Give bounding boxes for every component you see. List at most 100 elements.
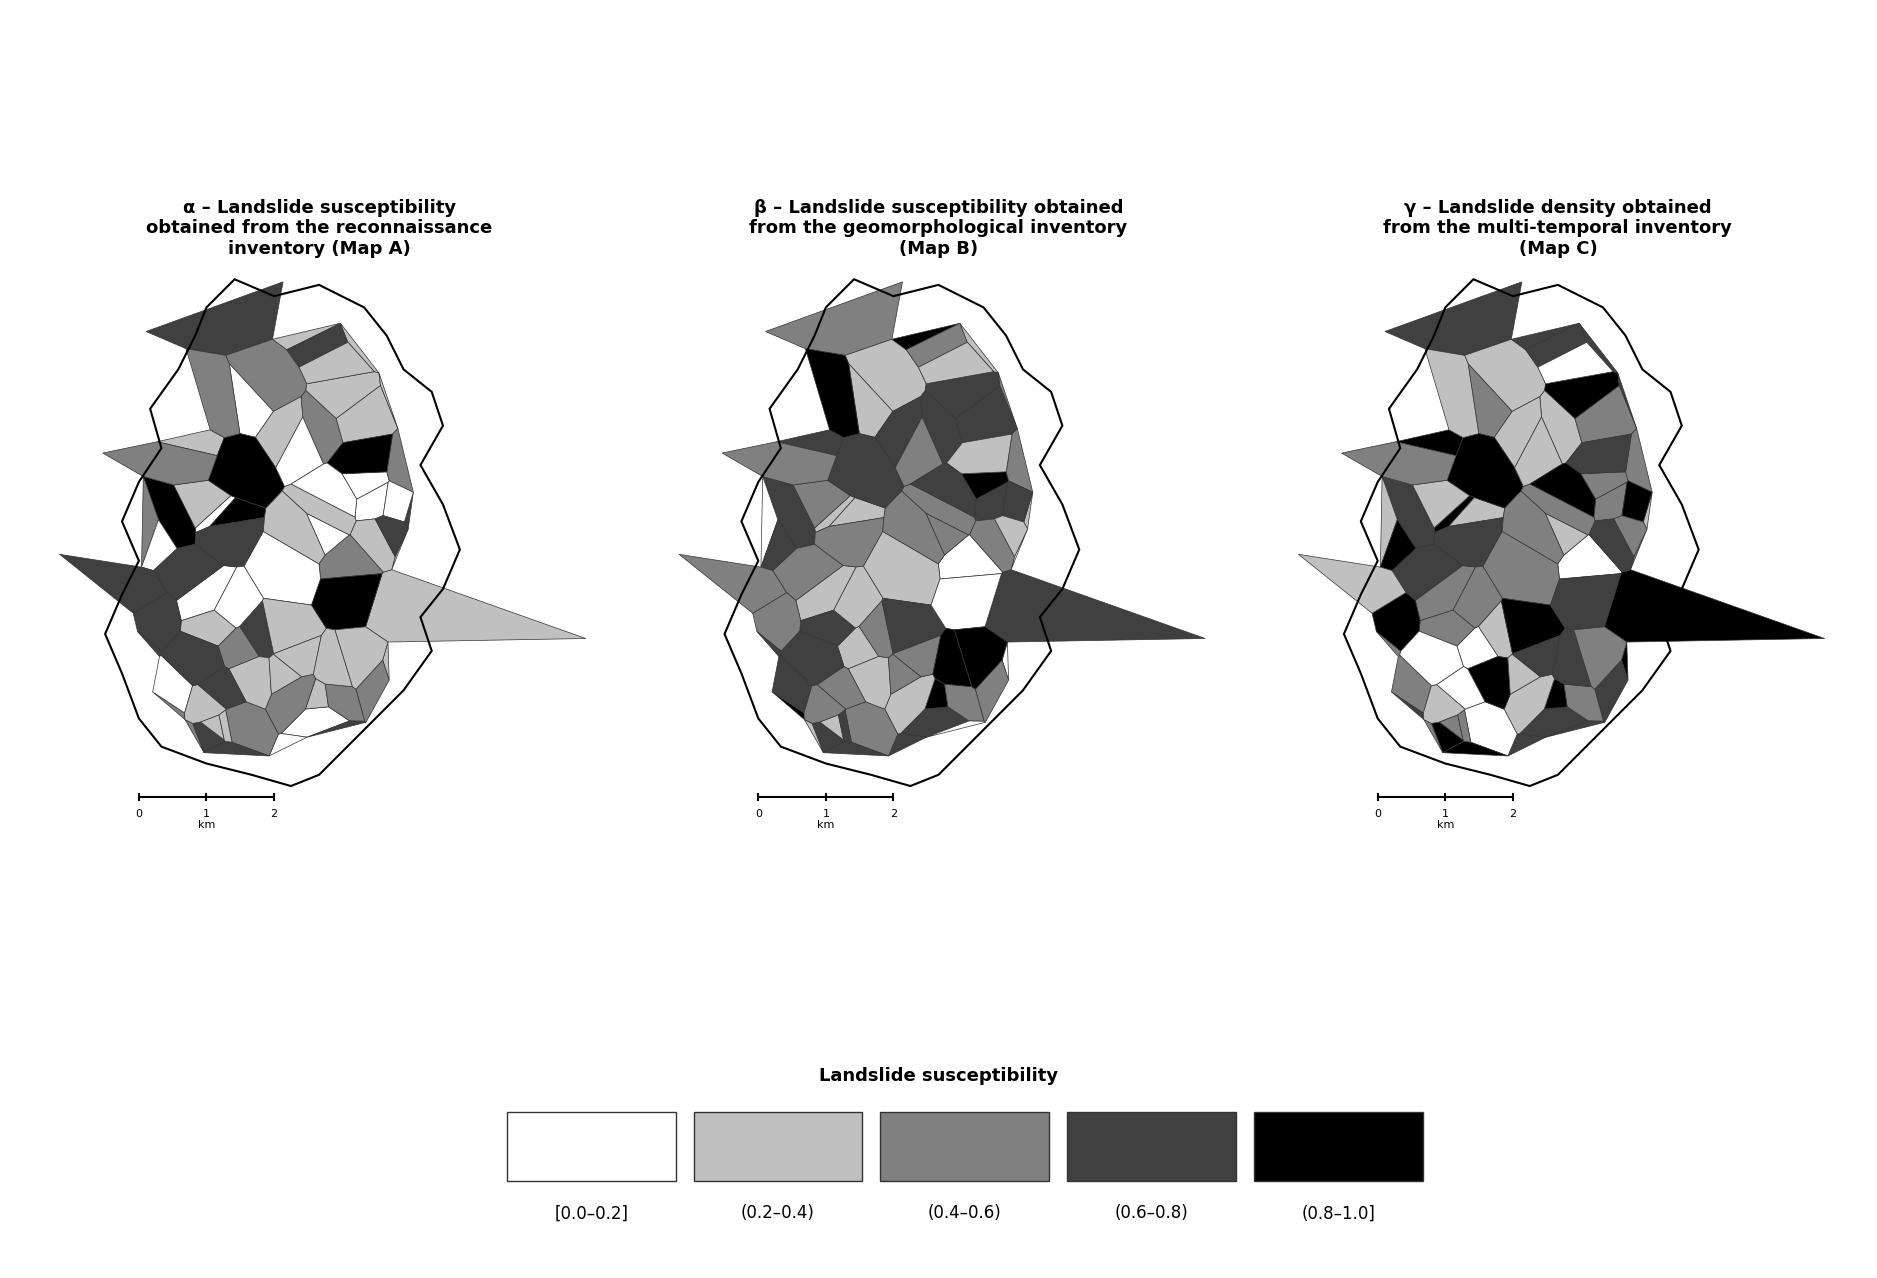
Polygon shape	[1436, 666, 1485, 709]
Polygon shape	[184, 685, 227, 723]
Title: β – Landslide susceptibility obtained
from the geomorphological inventory
(Map B: β – Landslide susceptibility obtained fr…	[749, 198, 1128, 258]
Polygon shape	[1575, 386, 1637, 442]
Polygon shape	[1423, 685, 1466, 723]
Polygon shape	[773, 544, 843, 601]
Polygon shape	[336, 386, 398, 442]
Text: km: km	[1436, 819, 1455, 829]
Polygon shape	[1590, 519, 1635, 573]
Polygon shape	[1552, 629, 1592, 686]
Polygon shape	[944, 684, 984, 721]
Polygon shape	[1391, 691, 1425, 720]
Polygon shape	[824, 741, 888, 757]
Polygon shape	[931, 574, 1002, 630]
Polygon shape	[214, 566, 263, 627]
Polygon shape	[379, 373, 398, 428]
Polygon shape	[1299, 555, 1406, 613]
Polygon shape	[308, 721, 366, 737]
Polygon shape	[1419, 610, 1475, 647]
Polygon shape	[180, 610, 237, 647]
Polygon shape	[933, 629, 972, 686]
Polygon shape	[1396, 429, 1462, 456]
Text: 2: 2	[890, 809, 897, 819]
Polygon shape	[954, 626, 1008, 689]
Polygon shape	[240, 601, 274, 658]
Polygon shape	[60, 555, 167, 613]
Polygon shape	[771, 691, 805, 720]
Polygon shape	[197, 666, 246, 709]
Polygon shape	[1400, 631, 1464, 685]
Polygon shape	[1515, 417, 1562, 487]
Polygon shape	[152, 656, 193, 713]
Polygon shape	[976, 659, 1008, 722]
Polygon shape	[366, 570, 586, 642]
Polygon shape	[925, 372, 1000, 418]
Polygon shape	[1545, 514, 1588, 555]
Polygon shape	[1605, 570, 1824, 642]
Polygon shape	[1425, 720, 1443, 753]
Polygon shape	[383, 642, 389, 680]
Polygon shape	[291, 463, 357, 518]
Polygon shape	[1511, 323, 1579, 350]
Polygon shape	[845, 339, 925, 412]
Text: (0.4–0.6): (0.4–0.6)	[927, 1204, 1002, 1222]
Polygon shape	[383, 481, 413, 521]
Text: (0.8–1.0]: (0.8–1.0]	[1301, 1204, 1376, 1222]
Polygon shape	[404, 492, 413, 529]
Polygon shape	[141, 477, 158, 567]
Polygon shape	[1573, 626, 1627, 689]
Polygon shape	[312, 574, 383, 630]
Polygon shape	[820, 714, 843, 740]
Polygon shape	[1520, 484, 1595, 535]
Polygon shape	[342, 472, 389, 500]
Polygon shape	[815, 518, 884, 567]
Polygon shape	[1625, 428, 1652, 492]
Polygon shape	[1440, 714, 1462, 740]
Polygon shape	[1550, 574, 1622, 630]
Polygon shape	[186, 349, 240, 437]
Text: 0: 0	[1374, 809, 1381, 819]
Polygon shape	[1393, 544, 1462, 601]
Polygon shape	[225, 702, 278, 757]
Polygon shape	[830, 497, 886, 527]
Polygon shape	[1012, 529, 1027, 570]
Polygon shape	[210, 497, 267, 527]
Polygon shape	[816, 666, 865, 709]
Polygon shape	[1618, 373, 1637, 428]
Polygon shape	[276, 417, 323, 487]
Polygon shape	[1502, 491, 1564, 564]
Polygon shape	[762, 477, 815, 548]
Polygon shape	[208, 433, 285, 509]
Polygon shape	[766, 282, 903, 355]
Text: km: km	[197, 819, 216, 829]
Polygon shape	[392, 529, 407, 570]
Polygon shape	[1547, 721, 1605, 737]
Polygon shape	[955, 386, 1017, 442]
Polygon shape	[355, 482, 389, 521]
Polygon shape	[1545, 372, 1620, 418]
Polygon shape	[1380, 520, 1415, 570]
Polygon shape	[1434, 496, 1475, 533]
Polygon shape	[1564, 684, 1603, 721]
Polygon shape	[756, 631, 781, 657]
Polygon shape	[1449, 497, 1505, 527]
Polygon shape	[325, 684, 364, 721]
Polygon shape	[1507, 734, 1547, 757]
Polygon shape	[828, 433, 905, 509]
Polygon shape	[1002, 481, 1032, 521]
Title: α – Landslide susceptibility
obtained from the reconnaissance
inventory (Map A): α – Landslide susceptibility obtained fr…	[146, 198, 492, 258]
Text: 1: 1	[1442, 809, 1449, 819]
Polygon shape	[888, 654, 922, 694]
Polygon shape	[833, 566, 882, 627]
Polygon shape	[229, 364, 274, 437]
Polygon shape	[777, 429, 843, 456]
Polygon shape	[813, 722, 845, 753]
FancyBboxPatch shape	[1066, 1112, 1235, 1181]
Polygon shape	[918, 343, 993, 383]
Polygon shape	[282, 484, 357, 535]
Polygon shape	[760, 520, 796, 570]
Polygon shape	[1457, 626, 1498, 668]
Polygon shape	[1622, 481, 1652, 521]
Polygon shape	[723, 442, 837, 484]
Polygon shape	[901, 707, 969, 737]
Polygon shape	[800, 610, 856, 647]
